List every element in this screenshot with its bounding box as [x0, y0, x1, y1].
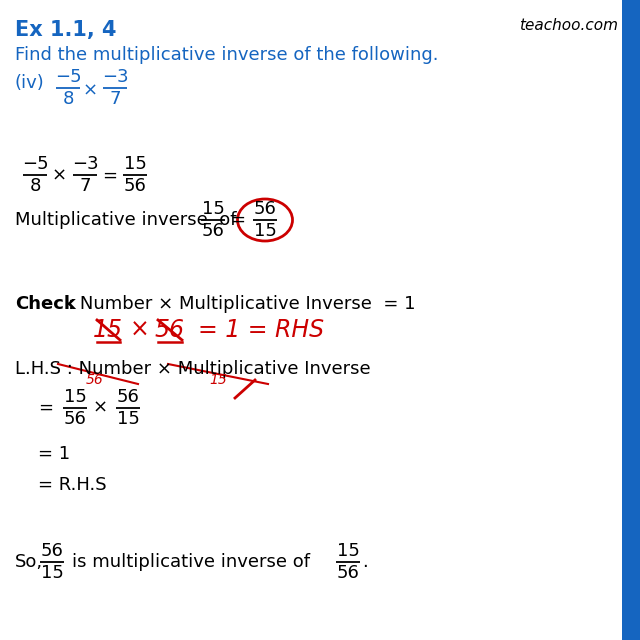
Text: =: =	[102, 167, 117, 185]
Text: 15: 15	[124, 155, 147, 173]
Text: 15: 15	[337, 542, 360, 560]
Text: ×: ×	[52, 167, 67, 185]
Text: So,: So,	[15, 553, 43, 571]
Text: : Number × Multiplicative Inverse  = 1: : Number × Multiplicative Inverse = 1	[68, 295, 415, 313]
Text: 15: 15	[209, 373, 227, 387]
Text: 56: 56	[40, 542, 63, 560]
Text: 7: 7	[109, 90, 121, 108]
Text: .: .	[362, 553, 368, 571]
Text: = R.H.S: = R.H.S	[38, 476, 107, 494]
Text: 8: 8	[29, 177, 41, 195]
Text: 15: 15	[40, 564, 63, 582]
Text: 56: 56	[63, 410, 86, 428]
Text: 56: 56	[124, 177, 147, 195]
Text: Multiplicative inverse  of: Multiplicative inverse of	[15, 211, 237, 229]
Text: ×: ×	[130, 318, 150, 342]
Text: L.H.S : Number × Multiplicative Inverse: L.H.S : Number × Multiplicative Inverse	[15, 360, 371, 378]
Text: Ex 1.1, 4: Ex 1.1, 4	[15, 20, 116, 40]
Text: 56: 56	[86, 373, 104, 387]
Text: −3: −3	[102, 68, 128, 86]
Text: −5: −5	[54, 68, 81, 86]
Text: 7: 7	[79, 177, 91, 195]
Text: =: =	[230, 211, 245, 229]
Text: is multiplicative inverse of: is multiplicative inverse of	[72, 553, 310, 571]
Text: = 1: = 1	[38, 445, 70, 463]
Text: =: =	[38, 399, 53, 417]
Text: −3: −3	[72, 155, 99, 173]
Text: 56: 56	[116, 388, 140, 406]
Text: ×: ×	[83, 82, 98, 100]
Text: 56: 56	[202, 222, 225, 240]
Text: 56: 56	[337, 564, 360, 582]
Text: 56: 56	[155, 318, 185, 342]
Text: 15: 15	[116, 410, 140, 428]
Text: 56: 56	[253, 200, 276, 218]
Text: (iv): (iv)	[15, 74, 45, 92]
Text: Check: Check	[15, 295, 76, 313]
Text: 15: 15	[63, 388, 86, 406]
Text: 8: 8	[62, 90, 74, 108]
Text: 15: 15	[253, 222, 276, 240]
Text: ×: ×	[93, 399, 108, 417]
Text: = 1 = RHS: = 1 = RHS	[198, 318, 324, 342]
Text: teachoo.com: teachoo.com	[519, 18, 618, 33]
Text: Find the multiplicative inverse of the following.: Find the multiplicative inverse of the f…	[15, 46, 438, 64]
Text: 15: 15	[202, 200, 225, 218]
Text: −5: −5	[22, 155, 48, 173]
Text: 15: 15	[93, 318, 123, 342]
Bar	[622, 0, 640, 640]
